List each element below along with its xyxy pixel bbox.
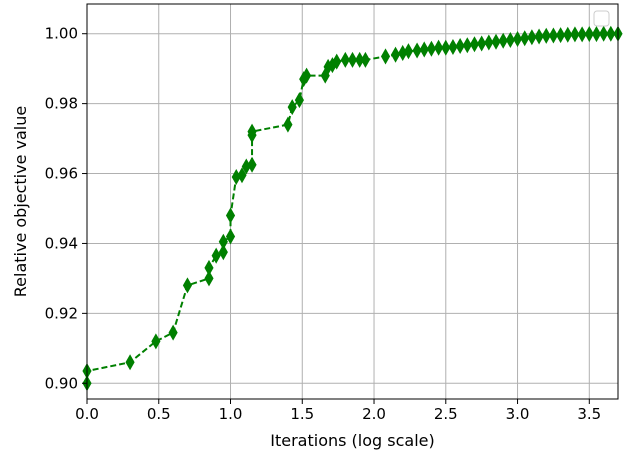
data-point-marker <box>287 99 297 116</box>
x-tick-label: 2.0 <box>362 405 386 423</box>
data-point-marker <box>599 25 609 42</box>
data-point-marker <box>204 270 214 287</box>
data-point-marker <box>380 48 391 65</box>
data-point-marker <box>498 32 508 49</box>
x-tick-label: 2.5 <box>434 405 458 423</box>
data-point-marker <box>301 67 312 84</box>
data-point-marker <box>182 277 193 294</box>
data-point-marker <box>332 53 342 70</box>
data-point-marker <box>462 37 472 54</box>
x-tick-label: 0.0 <box>75 405 99 423</box>
series-line <box>86 32 618 384</box>
data-point-marker <box>390 46 401 63</box>
y-axis-label: Relative objective value <box>11 106 30 297</box>
y-tick-label: 1.00 <box>45 25 78 43</box>
x-axis-label: Iterations (log scale) <box>270 431 434 450</box>
data-point-marker <box>225 228 236 245</box>
data-point-marker <box>570 26 580 43</box>
x-tick-label: 3.5 <box>577 405 601 423</box>
y-tick-label: 0.90 <box>45 374 78 392</box>
data-point-marker <box>412 42 422 59</box>
data-point-marker <box>541 27 551 44</box>
x-tick-label: 0.5 <box>147 405 171 423</box>
x-tick-label: 1.0 <box>219 405 243 423</box>
data-point-marker <box>469 36 480 53</box>
plot-frame <box>86 3 619 400</box>
y-tick-label: 0.92 <box>45 304 78 322</box>
data-point-marker <box>577 26 587 43</box>
data-point-marker <box>218 244 228 261</box>
data-point-marker <box>527 29 537 46</box>
series-line-layer <box>86 32 618 384</box>
data-point-marker <box>477 35 487 52</box>
data-point-marker <box>360 51 370 68</box>
data-point-marker <box>548 27 558 44</box>
data-point-marker <box>426 40 437 57</box>
data-point-marker <box>591 26 602 43</box>
data-point-marker <box>505 31 515 49</box>
data-point-marker <box>204 259 214 276</box>
data-point-marker <box>512 30 523 47</box>
y-tick-label: 0.96 <box>45 165 78 183</box>
data-point-marker <box>247 156 257 173</box>
data-point-marker <box>403 43 414 60</box>
data-point-marker <box>606 25 616 42</box>
data-point-marker <box>491 33 501 50</box>
data-point-marker <box>448 38 458 56</box>
data-point-marker <box>520 30 530 47</box>
data-point-marker <box>211 247 221 264</box>
y-axis-ticks: 0.90 0.92 0.94 0.96 0.98 1.00 <box>45 25 87 392</box>
data-point-marker <box>283 116 293 133</box>
legend-frame <box>593 10 610 27</box>
data-point-marker <box>237 167 247 184</box>
data-point-marker <box>563 26 573 43</box>
data-point-marker <box>534 28 544 45</box>
data-point-marker <box>484 34 494 51</box>
x-axis-ticks: 0.0 0.5 1.0 1.5 2.0 2.5 3.0 3.5 <box>75 399 601 423</box>
data-point-marker <box>225 207 236 224</box>
x-tick-label: 1.5 <box>290 405 314 423</box>
data-point-marker <box>294 92 304 109</box>
y-tick-label: 0.98 <box>45 95 78 113</box>
data-point-marker <box>441 39 451 56</box>
data-point-marker <box>347 51 358 68</box>
legend <box>593 10 610 27</box>
data-point-marker <box>434 39 444 56</box>
y-tick-label: 0.94 <box>45 234 78 252</box>
data-point-marker <box>125 354 135 371</box>
x-tick-label: 3.0 <box>506 405 530 423</box>
series-markers <box>82 25 623 392</box>
data-point-marker <box>419 41 429 58</box>
data-point-marker <box>218 233 228 250</box>
data-point-marker <box>247 123 257 140</box>
data-point-marker <box>455 37 465 54</box>
data-point-marker <box>556 27 566 44</box>
data-point-marker <box>340 51 350 68</box>
data-point-marker <box>151 333 161 350</box>
data-point-marker <box>584 26 594 43</box>
data-point-marker <box>168 324 178 341</box>
